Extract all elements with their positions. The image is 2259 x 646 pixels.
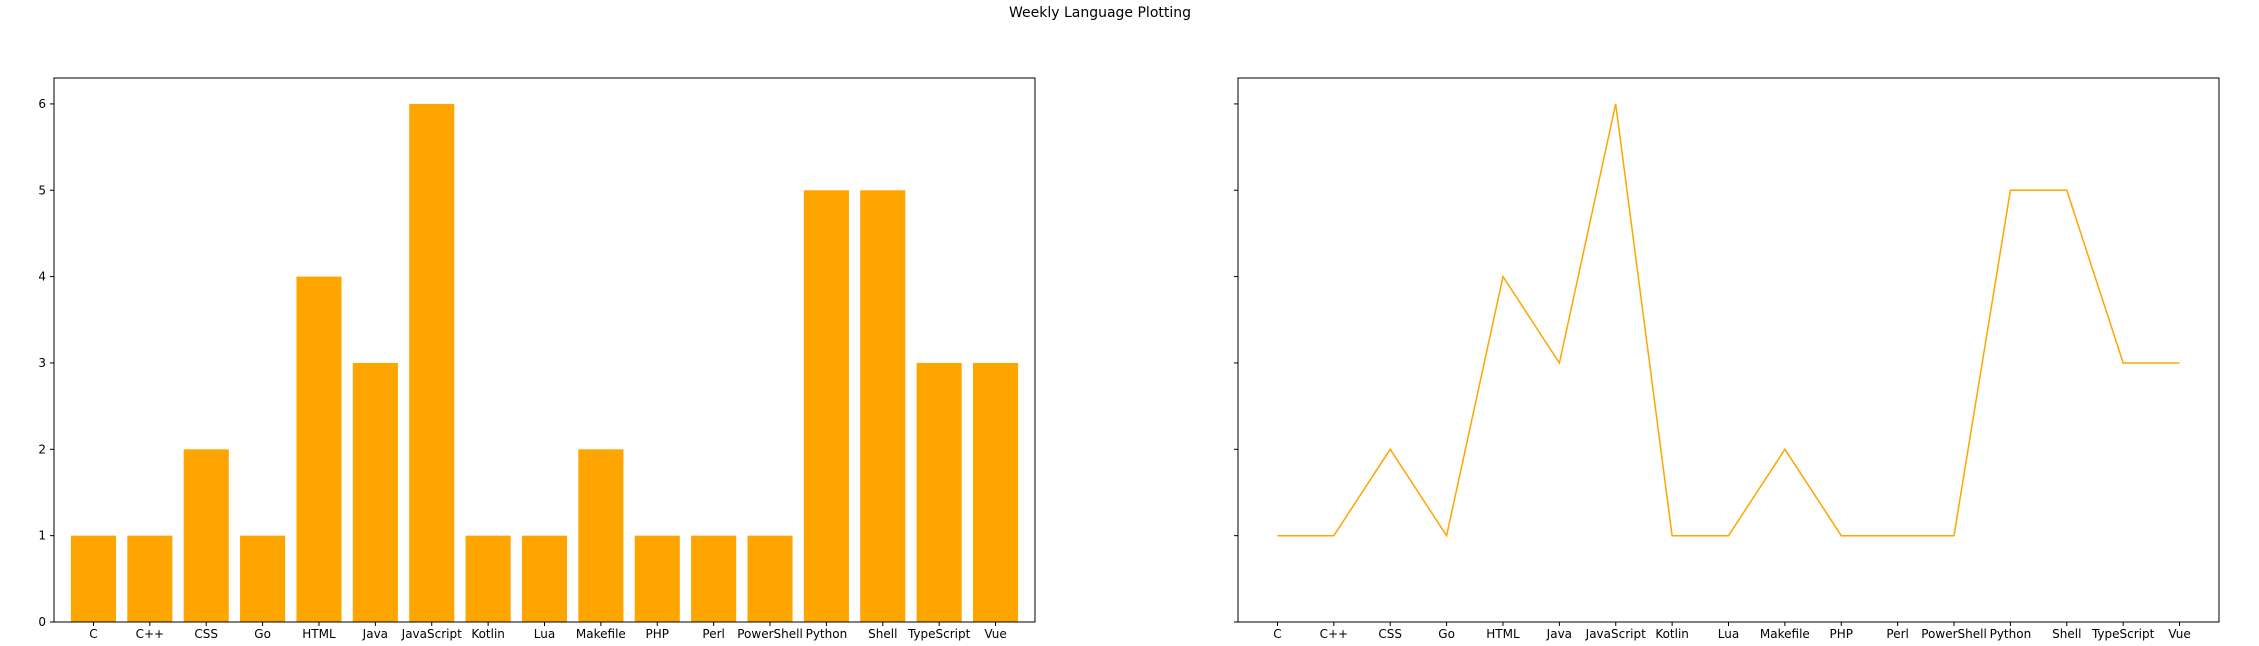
y-tick-label: 1 — [38, 529, 46, 543]
x-tick-label: Java — [362, 627, 388, 641]
x-tick-label: Python — [806, 627, 848, 641]
bar-shell — [860, 190, 906, 622]
x-tick-label: Lua — [534, 627, 555, 641]
x-tick-label: TypeScript — [2091, 627, 2155, 641]
x-tick-label: PHP — [646, 627, 670, 641]
line-chart-frame — [1237, 77, 2220, 623]
bar-perl — [691, 535, 737, 622]
x-tick-label: JavaScript — [401, 627, 462, 641]
y-tick-label: 0 — [38, 615, 46, 629]
line-series — [1277, 103, 2180, 538]
x-tick-label: Kotlin — [1655, 627, 1689, 641]
bar-chart-panel: C C++ CSS Go HTML Java JavaScript Kotlin Lua Make… — [38, 77, 1036, 641]
y-tick-label: 3 — [38, 356, 46, 370]
x-tick-label: C++ — [1320, 627, 1349, 641]
bar-html — [296, 276, 342, 622]
y-tick-label: 2 — [38, 442, 46, 456]
x-tick-label: CSS — [1378, 627, 1402, 641]
bar-vue — [972, 362, 1019, 622]
x-tick-label: Makefile — [1760, 627, 1810, 641]
bar-java — [352, 362, 398, 622]
bar-javascript — [409, 103, 455, 622]
x-tick-label: PowerShell — [737, 627, 803, 641]
bar-series — [70, 103, 1019, 622]
bar-lua — [521, 535, 568, 622]
bar-c — [70, 535, 117, 622]
x-tick-label: Go — [254, 627, 271, 641]
x-tick-label: Lua — [1718, 627, 1739, 641]
x-tick-label: Vue — [984, 627, 1006, 641]
line-chart-x-axis: C C++ CSS Go HTML Java JavaScript Kotlin Lua Make… — [1273, 622, 2191, 641]
x-tick-label: HTML — [1486, 627, 1520, 641]
x-tick-label: C — [1273, 627, 1281, 641]
x-tick-label: Vue — [2168, 627, 2190, 641]
x-tick-label: Perl — [1886, 627, 1908, 641]
bar-chart-y-axis: 0 1 2 3 4 5 6 — [38, 97, 54, 629]
x-tick-label: CSS — [194, 627, 218, 641]
figure-title: Weekly Language Plotting — [1009, 5, 1191, 21]
x-tick-label: PHP — [1830, 627, 1854, 641]
x-tick-label: Shell — [868, 627, 897, 641]
x-tick-label: Perl — [702, 627, 724, 641]
x-tick-label: HTML — [302, 627, 336, 641]
bar-makefile — [578, 449, 624, 622]
y-tick-label: 5 — [38, 183, 46, 197]
bar-php — [634, 535, 680, 622]
bar-go — [240, 535, 286, 622]
x-tick-label: Java — [1546, 627, 1572, 641]
x-tick-label: TypeScript — [907, 627, 971, 641]
x-tick-label: Shell — [2052, 627, 2081, 641]
x-tick-label: Go — [1438, 627, 1455, 641]
bar-powershell — [747, 535, 793, 622]
x-tick-label: Makefile — [576, 627, 626, 641]
x-tick-label: PowerShell — [1921, 627, 1987, 641]
line-chart-panel: C C++ CSS Go HTML Java JavaScript Kotlin Lua Make… — [1234, 77, 2220, 641]
bar-chart-x-axis: C C++ CSS Go HTML Java JavaScript Kotlin Lua Make… — [89, 622, 1007, 641]
line-chart-plot-area — [1238, 78, 2219, 622]
y-tick-label: 4 — [38, 270, 46, 284]
x-tick-label: C — [89, 627, 97, 641]
bar-python — [803, 190, 849, 622]
x-tick-label: JavaScript — [1585, 627, 1646, 641]
x-tick-label: C++ — [136, 627, 165, 641]
bar-typescript — [916, 362, 962, 622]
bar-kotlin — [465, 535, 511, 622]
bar-css — [183, 449, 229, 622]
y-tick-label: 6 — [38, 97, 46, 111]
bar-chart-frame — [53, 77, 1036, 623]
bar-c- — [127, 535, 173, 622]
x-tick-label: Python — [1990, 627, 2032, 641]
line-chart-y-axis — [1234, 103, 1238, 623]
x-tick-label: Kotlin — [471, 627, 505, 641]
